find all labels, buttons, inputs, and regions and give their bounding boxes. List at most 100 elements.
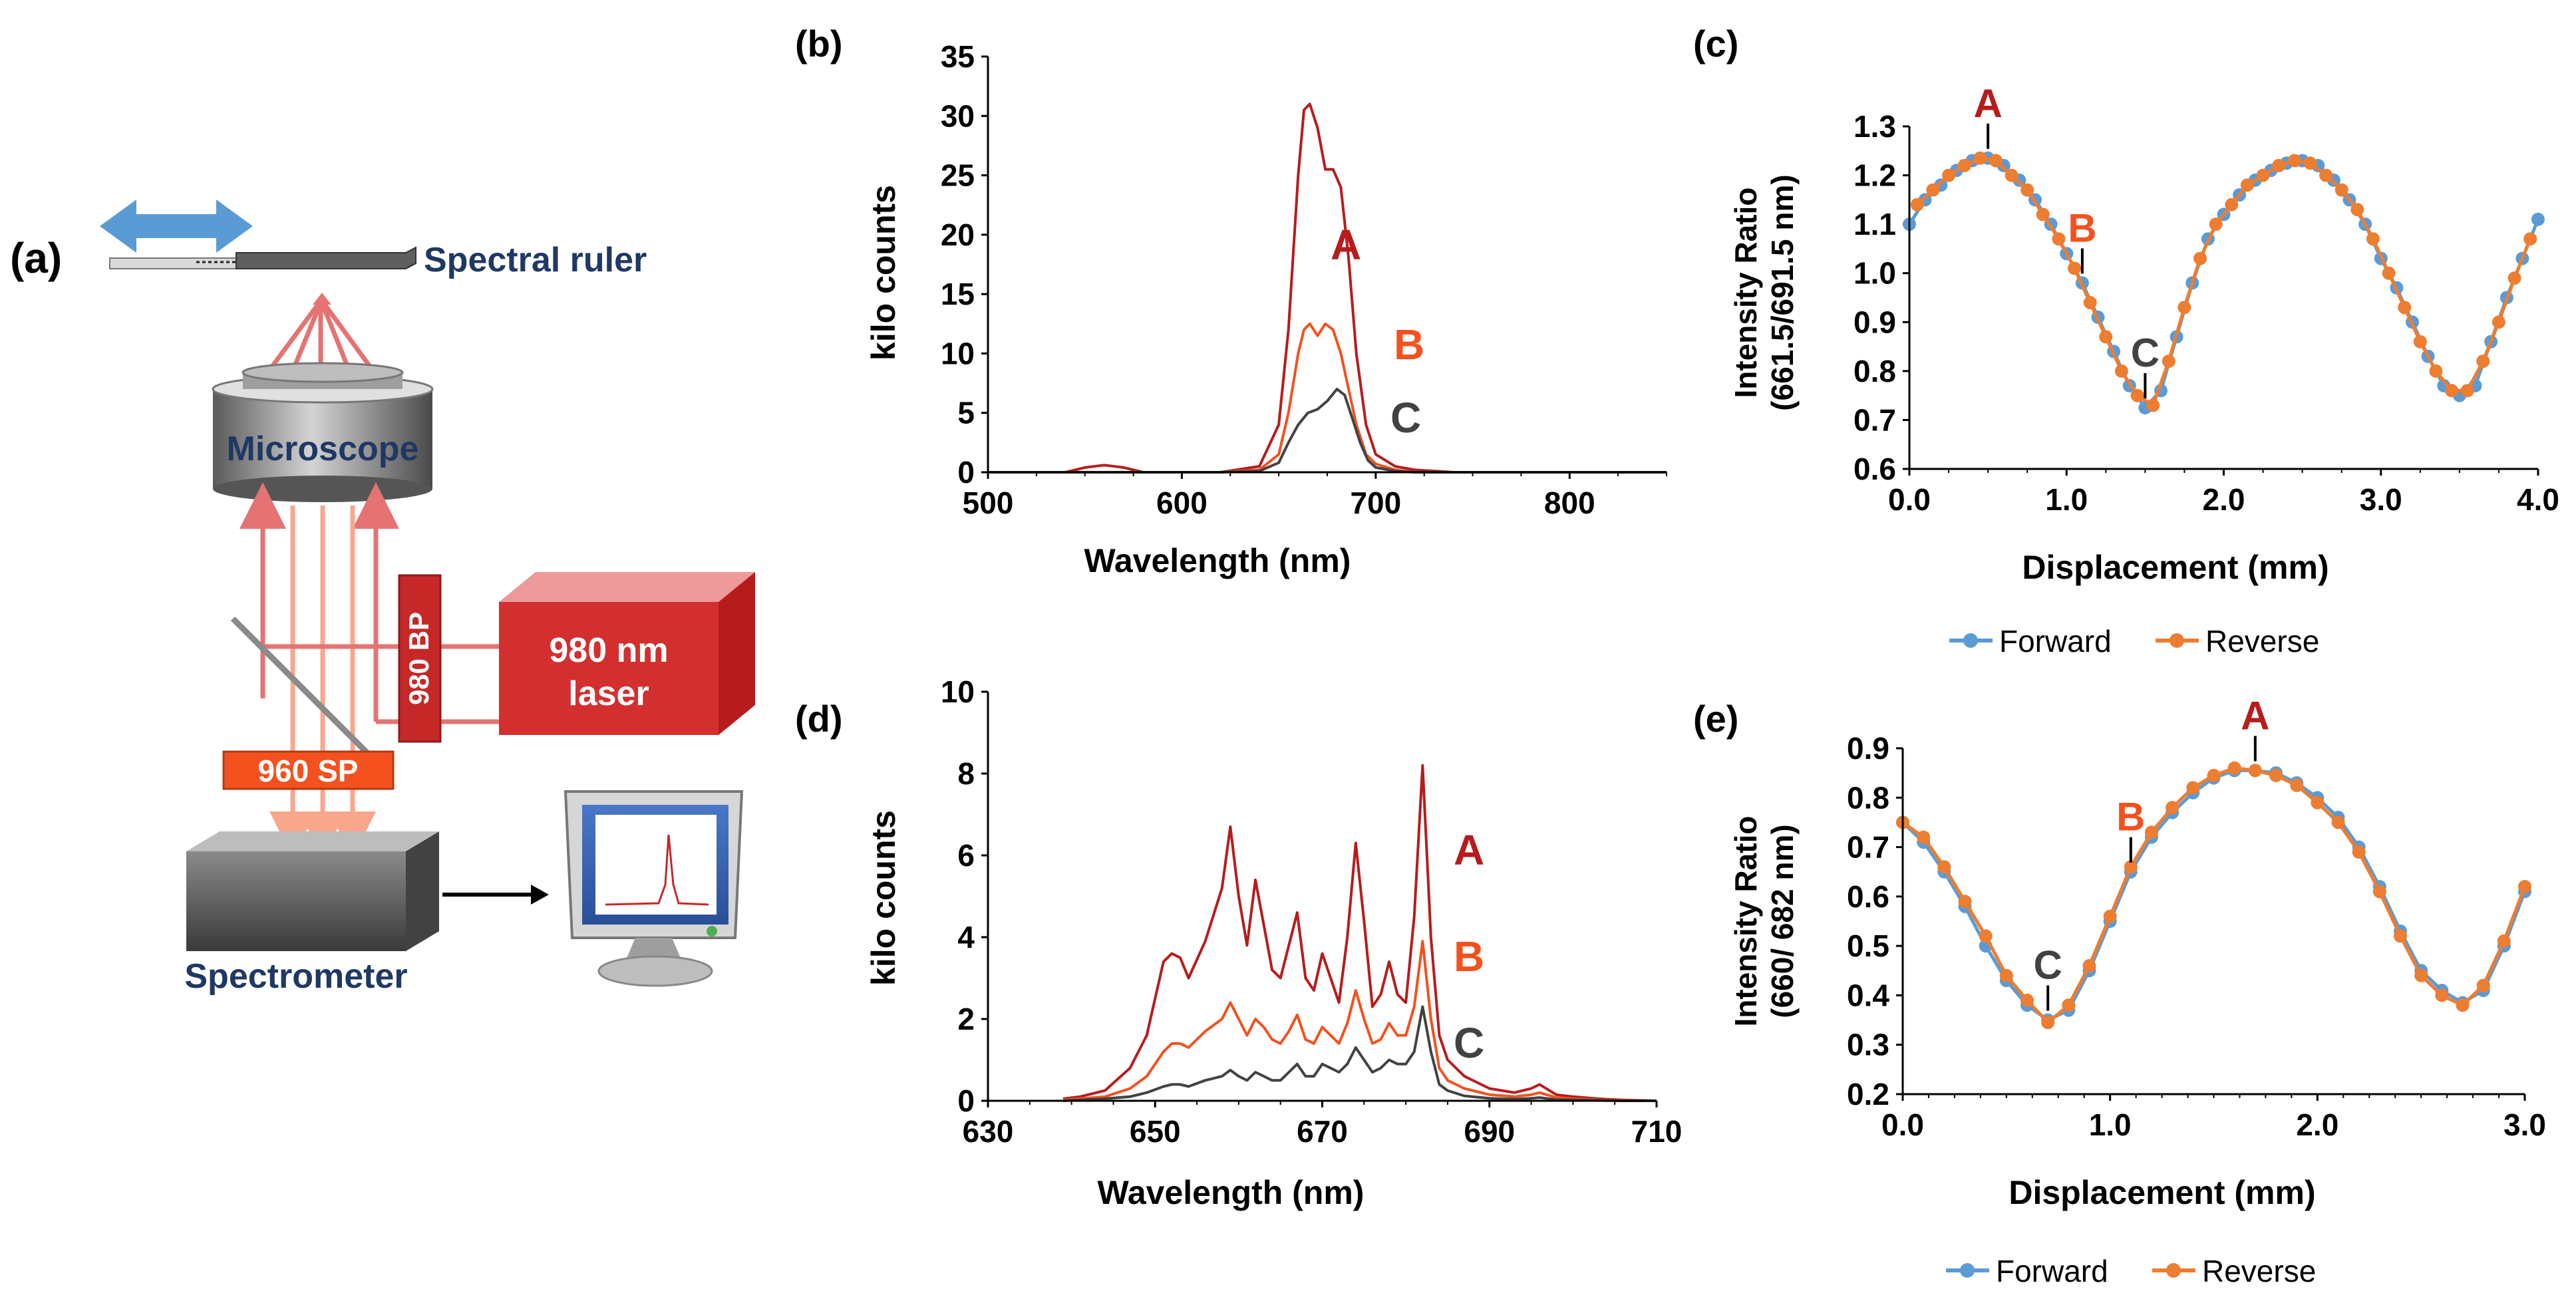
chart-c-ytick-label: 1.1 — [1853, 207, 1896, 241]
chart-b-ytick-label: 30 — [941, 98, 975, 133]
chart-d-ytick-label: 8 — [957, 756, 975, 791]
chart-e-ytick-label: 0.6 — [1847, 879, 1889, 914]
series-reverse-point — [2052, 232, 2066, 246]
chart-c-xtick-label: 1.0 — [2045, 482, 2088, 517]
chart-c-axes — [1908, 126, 2538, 470]
chart-d-series — [1062, 764, 1657, 1102]
chart-d-ytick-label: 4 — [957, 920, 975, 954]
chart-d-xtick-label: 690 — [1464, 1114, 1515, 1149]
chart-e-ytick-label: 0.5 — [1847, 929, 1889, 963]
chart-e-ytick-label: 0.7 — [1847, 830, 1889, 865]
series-forward-line — [1907, 156, 2540, 410]
series-reverse-point — [1937, 860, 1951, 874]
chart-b-annotation-A: A — [1331, 221, 1361, 269]
chart-c-ytick-label: 1.0 — [1853, 256, 1896, 291]
chart-e-legend: Forward Reverse — [1946, 1254, 2316, 1288]
chart-e-xlabel: Displacement (mm) — [2009, 1174, 2315, 1211]
chart-d-xtick-label: 710 — [1631, 1114, 1683, 1149]
series-reverse-point — [1999, 968, 2013, 982]
chart-e-axes — [1901, 748, 2525, 1095]
chart-e-xtick-label: 0.0 — [1881, 1107, 1924, 1142]
series-reverse-point — [2240, 178, 2254, 192]
series-reverse-point — [2492, 315, 2505, 329]
series-reverse-point — [2476, 978, 2490, 992]
chart-d-xtick-label: 650 — [1130, 1114, 1181, 1149]
sp-filter-label: 960 SP — [258, 754, 359, 788]
series-reverse-point — [2162, 355, 2175, 368]
chart-panel-c: (c) Intensity Ratio (661.5/691.5 nm) 0.6… — [1693, 23, 2559, 658]
chart-c-ylabel-line2: (661.5/691.5 nm) — [1765, 174, 1800, 410]
series-b-line — [988, 322, 1667, 474]
chart-c-legend-reverse: Reverse — [2205, 624, 2319, 658]
chart-d-xtick-label: 670 — [1297, 1114, 1348, 1149]
chart-b-xlabel: Wavelength (nm) — [1084, 542, 1351, 579]
series-reverse-point — [2334, 183, 2348, 197]
chart-b-ytick-label: 5 — [957, 396, 975, 430]
series-reverse-point — [2186, 781, 2200, 795]
chart-b-annotation-B: B — [1394, 321, 1424, 368]
chart-panel-b: (b) kilo counts 0 5 10 15 20 25 30 35 500 600 700 8… — [795, 23, 1667, 579]
laser-label-line2: laser — [568, 674, 649, 713]
spectral-ruler-label: Spectral ruler — [424, 241, 647, 279]
chart-e-legend-forward: Forward — [1996, 1254, 2108, 1288]
chart-d-ytick-label: 10 — [941, 674, 975, 709]
chart-c-series — [1903, 151, 2545, 414]
annotation-B-label: B — [2068, 206, 2096, 250]
laser: 980 nm laser — [499, 572, 755, 735]
series-reverse-point — [2083, 295, 2097, 309]
series-reverse-point — [1910, 198, 1924, 212]
bp-filter-label: 980 BP — [403, 612, 434, 705]
series-reverse-point — [2413, 335, 2427, 349]
series-c-line — [1063, 1005, 1657, 1102]
series-b-line — [1062, 940, 1657, 1102]
chart-b-ticks: 0 5 10 15 20 25 30 35 500 600 700 800 — [941, 39, 1667, 520]
chart-b-series — [988, 102, 1667, 474]
series-reverse-point — [2207, 768, 2221, 782]
chart-c-xlabel: Displacement (mm) — [2022, 549, 2329, 586]
series-reverse-point — [2041, 1016, 2055, 1030]
series-reverse-point — [2382, 266, 2396, 280]
series-reverse-point — [2005, 168, 2018, 182]
series-reverse-point — [2366, 232, 2380, 246]
chart-b-ytick-label: 0 — [957, 455, 975, 490]
series-reverse-point — [2290, 778, 2304, 792]
chart-e-ticks: 0.2 0.3 0.4 0.5 0.6 0.7 0.8 0.9 0.0 1.0 2.0 3.0 — [1847, 731, 2546, 1142]
series-reverse-point — [2319, 168, 2333, 182]
series-reverse-point — [2227, 761, 2241, 775]
panel-c-label: (c) — [1693, 23, 1738, 65]
annotation-A-label: A — [1973, 81, 2002, 126]
annotation-A-label: A — [2241, 693, 2269, 738]
series-reverse-point — [1973, 151, 1987, 165]
chart-c-xtick-label: 2.0 — [2203, 482, 2245, 517]
series-reverse-point — [2146, 398, 2160, 412]
sp-filter: 960 SP — [222, 750, 395, 790]
chart-c-ticks: 0.6 0.7 0.8 0.9 1.0 1.1 1.2 1.3 0.0 1.0 2.0 3.0 4.0 — [1853, 109, 2559, 517]
series-reverse-point — [2497, 934, 2511, 948]
chart-c-ytick-label: 0.6 — [1853, 452, 1896, 486]
series-reverse-point — [2350, 203, 2364, 217]
series-reverse-point — [2269, 768, 2283, 782]
chart-d-axes — [987, 692, 1657, 1102]
laser-label-line1: 980 nm — [549, 631, 668, 670]
chart-d-ylabel: kilo counts — [865, 810, 902, 986]
chart-b-ytick-label: 25 — [941, 158, 975, 193]
chart-d-annotation-C: C — [1454, 1019, 1484, 1067]
series-reverse-point — [2414, 968, 2428, 982]
double-arrow-icon — [100, 200, 253, 253]
series-reverse-point — [2248, 764, 2262, 778]
chart-e-annotations: A B C — [2033, 693, 2270, 1011]
spectrometer-label: Spectrometer — [184, 957, 407, 996]
series-reverse-point — [2352, 845, 2366, 859]
chart-e-ylabel-line1: Intensity Ratio — [1728, 816, 1763, 1027]
chart-c-xtick-label: 4.0 — [2517, 482, 2559, 517]
series-reverse-point — [1942, 168, 1956, 182]
series-reverse-line — [1901, 766, 2527, 1024]
series-reverse-point — [2020, 993, 2034, 1007]
chart-e-ytick-label: 0.2 — [1847, 1077, 1889, 1111]
chart-d-ytick-label: 6 — [957, 838, 975, 873]
chart-d-ytick-label: 2 — [957, 1002, 975, 1036]
chart-b-xtick-label: 700 — [1350, 486, 1401, 520]
chart-c-ytick-label: 0.7 — [1853, 402, 1896, 437]
setup-schematic: (a) Spectral ruler Micro — [10, 200, 755, 996]
